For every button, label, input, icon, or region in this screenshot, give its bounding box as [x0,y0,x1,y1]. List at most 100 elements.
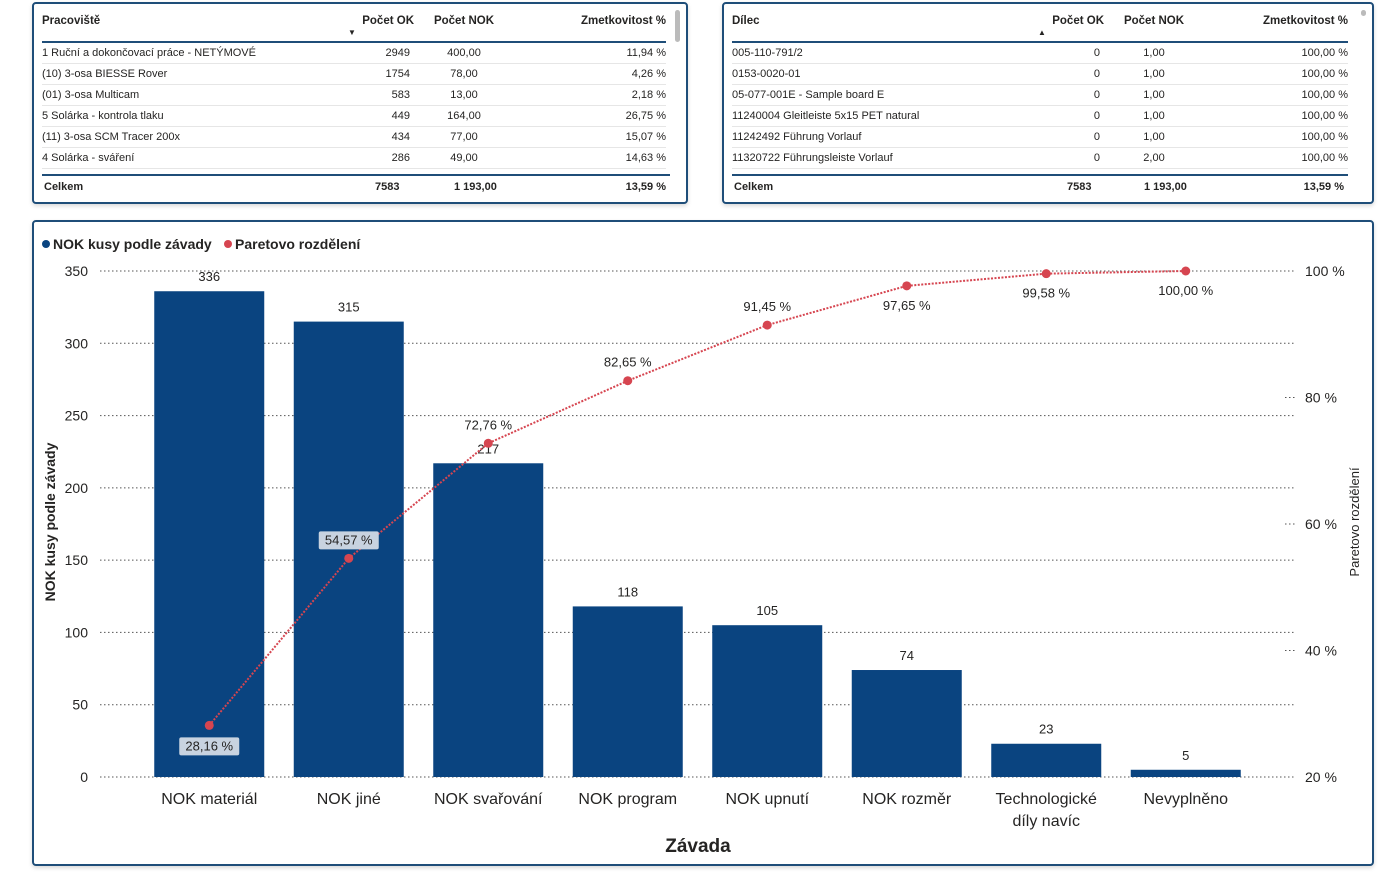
table-cell: 164,00 [414,105,514,127]
table-cell: (11) 3-osa SCM Tracer 200x [42,126,362,148]
x-tick-label: NOK svařování [434,791,543,808]
table-row[interactable]: 4 Solárka - sváření 286 49,00 14,63 % [42,147,666,169]
y2-tick-label: 60 % [1305,516,1337,532]
pareto-data-label: 54,57 % [325,532,373,547]
table-cell: 0 [1052,147,1104,169]
bar-data-label: 5 [1182,748,1189,763]
table-cell: 0 [1052,126,1104,148]
pareto-line [208,270,1186,727]
col-header-part[interactable]: Dílec [732,12,1052,43]
total-nok: 1 193,00 [1144,181,1187,193]
table-cell: 26,75 % [514,105,666,127]
table-cell: 005-110-791/2 [732,42,1052,64]
col-header-scrap[interactable]: Zmetkovitost % [514,12,666,43]
bar-data-label: 74 [900,648,914,663]
col-header-scrap[interactable]: Zmetkovitost % [1204,12,1348,43]
total-nok: 1 193,00 [454,181,497,193]
table-row[interactable]: 1 Ruční a dokončovací práce - NETÝMOVÉ 29… [42,42,666,64]
y-tick-label: 150 [65,552,89,568]
y-axis-title: NOK kusy podle závady [42,442,58,601]
total-label: Celkem [734,181,774,193]
sort-desc-icon: ▼ [348,28,356,37]
parts-table: Dílec ▲ Počet OK Počet NOK Zmetkovitost %… [722,2,1374,204]
bar [433,463,544,777]
pareto-data-label: 91,45 % [743,299,791,314]
y2-tick-label: 80 % [1305,390,1337,406]
table-cell: 1,00 [1104,84,1204,106]
table-cell: 286 [362,147,414,169]
y-tick-label: 350 [65,263,89,279]
pareto-chart: 0 50 100 150 200 250 300 350 20 % 40 % 60 % 80 % 100… [32,220,1374,866]
table-cell: 78,00 [414,63,514,85]
table-row[interactable]: 005-110-791/2 0 1,00 100,00 % [732,42,1348,64]
table-cell: 100,00 % [1204,147,1348,169]
table-cell: 2949 [362,42,414,64]
table-cell: 1,00 [1104,105,1204,127]
total-label: Celkem [44,181,84,193]
legend-line-marker [224,240,232,248]
table-cell: 0153-0020-01 [732,63,1052,85]
bar-data-label: 118 [617,584,638,599]
table-cell: 2,00 [1104,147,1204,169]
scrollbar[interactable] [1361,10,1366,16]
pareto-point [483,438,493,448]
table-row[interactable]: 11320722 Führungsleiste Vorlauf 0 2,00 100,… [732,147,1348,169]
table-row[interactable]: (01) 3-osa Multicam 583 13,00 2,18 % [42,84,666,106]
bar [991,743,1102,777]
total-row: Celkem 7583 1 193,00 13,59 % [732,174,1348,196]
table-row[interactable]: 11240004 Gleitleiste 5x15 PET natural 0 1,… [732,105,1348,127]
col-header-nok[interactable]: Počet NOK [1104,12,1204,43]
bar [712,625,823,777]
pareto-point [204,720,214,730]
table-cell: 49,00 [414,147,514,169]
table-cell: 1,00 [1104,63,1204,85]
y2-axis-title: Paretovo rozdělení [1347,467,1362,577]
x-tick-label: NOK jiné [317,791,381,808]
table-row[interactable]: (10) 3-osa BIESSE Rover 1754 78,00 4,26 % [42,63,666,85]
scrollbar[interactable] [675,10,680,42]
table-cell: (01) 3-osa Multicam [42,84,362,106]
table-cell: 11,94 % [514,42,666,64]
pareto-label-bg [318,531,379,550]
y2-tick-label: 20 % [1305,769,1337,785]
col-header-ok[interactable]: ▲ Počet OK [1038,12,1104,43]
table-cell: 400,00 [414,42,514,64]
table-row[interactable]: 05-077-001E - Sample board E 0 1,00 100,00 … [732,84,1348,106]
bar [154,291,265,777]
legend-bar-label: NOK kusy podle závady [53,236,212,252]
bar [572,606,683,777]
bar-data-label: 23 [1039,722,1053,737]
pareto-data-label: 72,76 % [464,417,512,432]
table-cell: 4,26 % [514,63,666,85]
x-tick-label: Nevyplněno [1144,791,1229,808]
table-row[interactable]: 5 Solárka - kontrola tlaku 449 164,00 26,75… [42,105,666,127]
pareto-label-bg [179,737,240,756]
col-header-nok[interactable]: Počet NOK [414,12,514,43]
table-cell: 5 Solárka - kontrola tlaku [42,105,362,127]
pareto-data-label: 82,65 % [604,355,652,370]
total-row: Celkem 7583 1 193,00 13,59 % [42,174,670,196]
pareto-data-label: 99,58 % [1022,286,1070,301]
col-header-ok[interactable]: ▼ Počet OK [348,12,414,43]
x-tick-label: Technologické díly navíc [996,791,1098,830]
table-cell: 0 [1052,105,1104,127]
chart-canvas: 0 50 100 150 200 250 300 350 20 % 40 % 60 % 80 % 100… [42,236,1362,857]
y-tick-label: 200 [65,480,89,496]
table-row[interactable]: 0153-0020-01 0 1,00 100,00 % [732,63,1348,85]
bar-data-label: 315 [338,300,360,315]
table-cell: 434 [362,126,414,148]
table-row[interactable]: 11242492 Führung Vorlauf 0 1,00 100,00 % [732,126,1348,148]
pareto-data-label: 97,65 % [883,298,931,313]
table-cell: 11240004 Gleitleiste 5x15 PET natural [732,105,1052,127]
pareto-data-label: 100,00 % [1158,283,1213,298]
col-header-workplace[interactable]: Pracoviště [42,12,362,43]
table-cell: 583 [362,84,414,106]
table-row[interactable]: (11) 3-osa SCM Tracer 200x 434 77,00 15,07 … [42,126,666,148]
total-scrap: 13,59 % [1303,181,1344,193]
table-cell: 4 Solárka - sváření [42,147,362,169]
table-cell: 1754 [362,63,414,85]
table-cell: 100,00 % [1204,84,1348,106]
pareto-point [344,553,354,563]
pareto-point [1181,266,1191,276]
table-cell: 0 [1052,84,1104,106]
